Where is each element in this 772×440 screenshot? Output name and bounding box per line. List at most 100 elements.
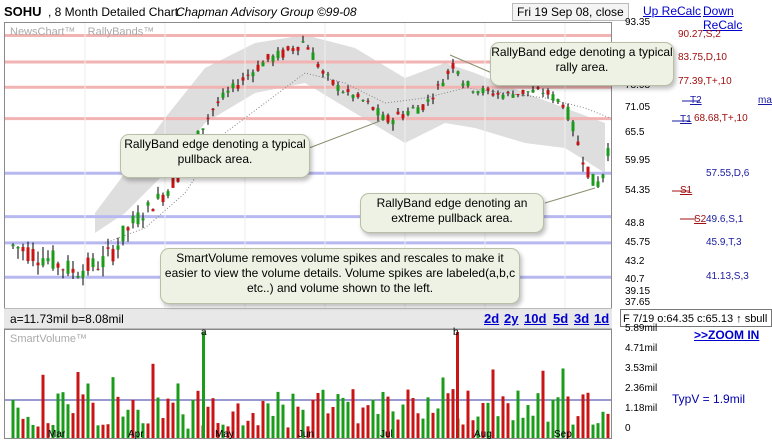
price-body [401, 114, 405, 119]
period-1d[interactable]: 1d [594, 311, 610, 326]
volume-bar [71, 413, 75, 438]
volume-bar [346, 401, 350, 438]
volume-bar [86, 383, 90, 438]
volume-tick: 1.18mil [625, 403, 658, 414]
marker-s2[interactable]: S2 [694, 214, 707, 225]
volume-bar [226, 426, 230, 438]
period-2d[interactable]: 2d [484, 311, 500, 326]
period-5d[interactable]: 5d [553, 311, 569, 326]
volume-bar [601, 411, 605, 438]
newschart-label[interactable]: NewsChart™ [10, 26, 76, 38]
price-body [96, 268, 100, 270]
up-recalc-link[interactable]: Up ReCalc [643, 4, 702, 18]
volume-bar [306, 426, 310, 438]
price-body [561, 104, 565, 108]
period-10d[interactable]: 10d [524, 311, 547, 326]
price-body [491, 93, 495, 96]
volume-tick: 5.89mil [625, 323, 658, 334]
period-3d[interactable]: 3d [574, 311, 590, 326]
smartvolume-label: SmartVolume™ [10, 333, 88, 345]
volume-bar [401, 404, 405, 438]
volume-bar [106, 424, 110, 438]
spike-label-b: b [453, 327, 459, 338]
price-body [461, 83, 465, 86]
typical-volume: TypV = 1.9mil [672, 392, 746, 406]
rallybands-label[interactable]: RallyBands™ [87, 26, 155, 38]
zoom-in-link[interactable]: >>ZOOM IN [694, 328, 760, 342]
callout-rally: RallyBand edge denoting a typical rally … [490, 42, 674, 86]
price-body [256, 64, 260, 71]
price-tick: 43.2 [625, 256, 645, 267]
volume-bar [286, 427, 290, 438]
volume-bar [336, 394, 340, 438]
price-body [86, 257, 90, 271]
price-body [496, 92, 500, 95]
price-body [541, 92, 545, 94]
period-2y[interactable]: 2y [504, 311, 519, 326]
price-tick: 59.95 [625, 155, 651, 166]
volume-bar [166, 398, 170, 438]
price-body [531, 89, 535, 93]
price-body [271, 55, 275, 62]
volume-bar [546, 421, 550, 438]
volume-bar [351, 389, 355, 438]
marker-t1[interactable]: T1 [680, 114, 692, 125]
price-tick: 65.5 [625, 127, 645, 138]
volume-bar [516, 390, 520, 438]
price-body [421, 104, 425, 111]
volume-bar [131, 399, 135, 438]
volume-bar [216, 423, 220, 438]
price-body [411, 107, 415, 109]
volume-bar [281, 404, 285, 438]
volume-bar [361, 407, 365, 438]
volume-bar [121, 416, 125, 438]
price-body [241, 77, 245, 81]
price-tick: 39.15 [625, 286, 651, 297]
price-body [446, 70, 450, 74]
volume-bar [476, 416, 480, 438]
price-body [146, 202, 150, 206]
price-body [281, 49, 285, 58]
price-body [486, 88, 490, 91]
volume-bar [221, 424, 225, 438]
top-bar: SOHU , 8 Month Detailed Chart Chapman Ad… [0, 0, 772, 32]
volume-bar [596, 423, 600, 438]
volume-bar [256, 425, 260, 438]
callout-smartvolume: SmartVolume removes volume spikes and re… [160, 248, 520, 304]
volume-bar [451, 389, 455, 438]
volume-bar [531, 415, 535, 438]
price-body [61, 269, 65, 271]
volume-bar [211, 398, 215, 438]
price-body [576, 141, 580, 146]
volume-bar [511, 420, 515, 438]
volume-bar [421, 418, 425, 438]
price-body [331, 80, 335, 85]
volume-info-bar [4, 308, 612, 329]
callout-pointer [449, 54, 493, 74]
price-body [11, 244, 15, 247]
callout-pointer [308, 120, 381, 149]
month-label: Jul [380, 429, 393, 440]
smartvolume-panel[interactable] [4, 330, 612, 439]
price-body [166, 191, 170, 196]
volume-bar [471, 420, 475, 438]
rally-bands [95, 35, 605, 233]
price-body [136, 212, 140, 225]
down-recalc-link[interactable]: Down ReCalc [703, 4, 743, 32]
volume-bar [251, 412, 255, 438]
firm-name: Chapman Advisory Group ©99-08 [176, 5, 357, 19]
volume-bar [261, 400, 265, 438]
volume-bar [541, 370, 545, 438]
volume-bar [301, 409, 305, 438]
price-tick: 54.35 [625, 185, 651, 196]
price-body [246, 74, 250, 76]
volume-bar [11, 399, 15, 438]
volume-bar [566, 396, 570, 438]
volume-bar [36, 426, 40, 438]
price-body [326, 74, 330, 76]
volume-bar [236, 403, 240, 438]
price-body [201, 128, 205, 131]
marker-ma[interactable]: ma [758, 95, 772, 106]
volume-bar [461, 424, 465, 438]
volume-chart [5, 330, 611, 438]
